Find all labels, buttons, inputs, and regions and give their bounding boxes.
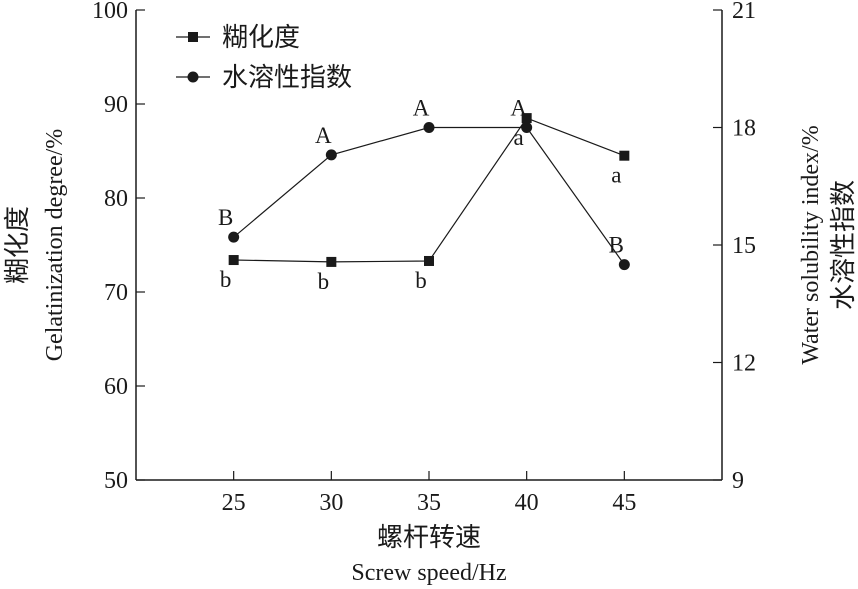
x-axis-title-cn: 螺杆转速 (377, 523, 481, 552)
right-tick-label: 9 (732, 468, 744, 494)
significance-label: A (315, 123, 332, 148)
significance-labels: b b b a a B A A A B (218, 96, 624, 294)
significance-label: A (413, 96, 430, 121)
left-tick-label: 100 (92, 0, 128, 24)
left-tick-label: 60 (104, 374, 128, 400)
significance-label: b (318, 269, 330, 294)
right-tick-label: 12 (732, 351, 756, 377)
left-axis-ticks: 50 60 70 80 90 100 (92, 0, 145, 494)
x-tick-label: 25 (222, 490, 246, 516)
x-tick-label: 35 (417, 490, 441, 516)
left-axis-title-en: Gelatinization degree/% (42, 129, 68, 362)
legend-label-solubility: 水溶性指数 (222, 63, 352, 92)
right-tick-label: 18 (732, 116, 756, 142)
significance-label: a (611, 163, 621, 188)
right-tick-label: 21 (732, 0, 756, 24)
data-point-circle (618, 259, 630, 271)
legend: 糊化度 水溶性指数 (176, 23, 352, 92)
x-tick-label: 30 (319, 490, 343, 516)
significance-label: a (514, 125, 524, 150)
significance-label: b (220, 267, 232, 292)
left-tick-label: 70 (104, 280, 128, 306)
series-layer (228, 113, 630, 271)
significance-label: B (609, 233, 624, 258)
x-axis-title-en: Screw speed/Hz (351, 560, 506, 586)
data-point-circle (228, 231, 240, 243)
data-point-square (424, 255, 434, 266)
left-axis-title-cn: 糊化度 (3, 206, 32, 284)
legend-square-marker (188, 32, 198, 42)
significance-label: A (510, 96, 527, 121)
data-point-square (619, 150, 630, 161)
significance-label: b (415, 268, 427, 293)
data-point-square (228, 255, 239, 266)
x-axis-ticks: 25 30 35 40 45 (222, 471, 636, 516)
legend-label-gelatinization: 糊化度 (222, 23, 300, 52)
right-axis-ticks: 9 12 15 18 21 (713, 0, 756, 494)
data-point-circle (325, 149, 337, 161)
right-tick-label: 15 (732, 233, 756, 259)
data-point-circle (521, 122, 533, 133)
x-tick-label: 40 (515, 490, 539, 516)
series-line-solubility (233, 126, 625, 265)
left-tick-label: 90 (104, 92, 128, 118)
left-tick-label: 50 (104, 468, 128, 494)
x-tick-label: 45 (612, 490, 636, 516)
left-tick-label: 80 (104, 186, 128, 212)
series-line-gelatinization (233, 117, 625, 263)
data-point-square (326, 256, 337, 267)
legend-circle-marker (187, 71, 199, 83)
data-point-circle (423, 122, 435, 133)
data-point-square (521, 113, 532, 124)
right-axis-title-en: Water solubility index/% (798, 125, 824, 364)
right-axis-title-cn: 水溶性指数 (829, 180, 858, 310)
significance-label: B (218, 205, 233, 230)
